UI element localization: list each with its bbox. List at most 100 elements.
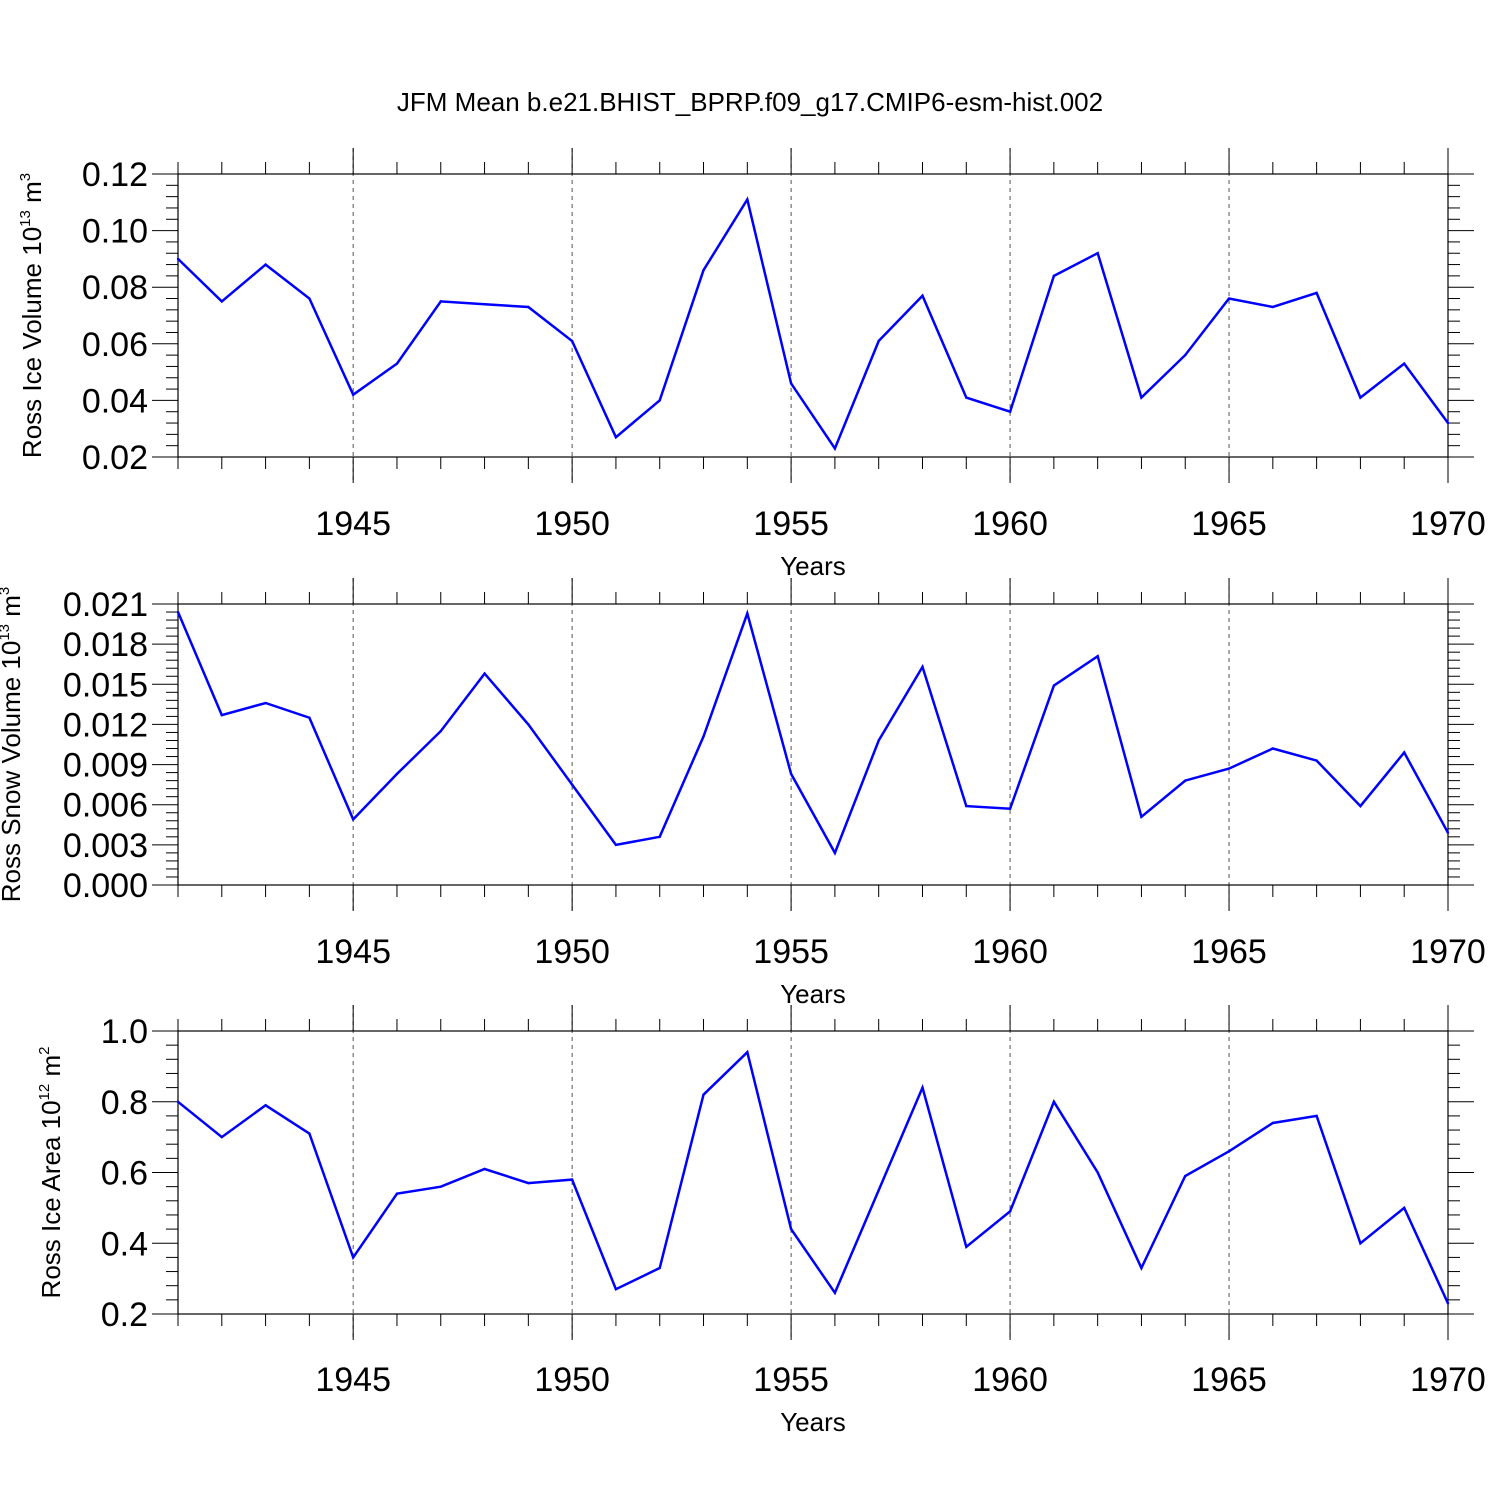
series-line-snow-volume — [176, 609, 1450, 856]
data-point — [877, 1188, 880, 1192]
y-axis-title-main: Ross Snow Volume 10 — [0, 641, 26, 903]
data-point — [1008, 807, 1012, 810]
plot-frame — [177, 173, 1449, 458]
data-point — [614, 1288, 618, 1291]
panel-ice-volume: 0.02 0.04 0.06 0.08 0.10 0.12 1945 1950 1955 1960… — [17, 148, 1486, 581]
data-point — [702, 735, 705, 738]
data-point — [1315, 759, 1318, 762]
data-point — [1359, 804, 1362, 808]
data-point — [264, 263, 267, 266]
x-axis-title: Years — [780, 551, 846, 581]
data-point — [439, 729, 442, 733]
x-tick-label: 1955 — [753, 933, 829, 971]
y-tick-label: 0.8 — [101, 1084, 148, 1122]
x-axis-title: Years — [780, 979, 846, 1009]
panel-snow-volume: 0.0000.0030.0060.0090.0120.0150.0180.021… — [0, 578, 1486, 1009]
data-point — [395, 772, 399, 776]
data-point — [395, 362, 399, 365]
y-tick-label: 0.4 — [101, 1225, 148, 1263]
y-axis-title-unit: m — [0, 595, 26, 624]
data-point — [220, 713, 223, 717]
y-axis-title: Ross Snow Volume 1013 m3 — [0, 587, 26, 903]
data-point — [833, 447, 837, 450]
data-point — [702, 269, 705, 272]
data-point — [1359, 396, 1362, 399]
y-axis-title: Ross Ice Volume 1013 m3 — [17, 173, 47, 458]
x-tick-label: 1950 — [534, 1361, 610, 1399]
y-axis-title-unit-exponent: 3 — [17, 173, 34, 181]
data-point — [702, 1093, 705, 1096]
x-tick-label: 1955 — [753, 505, 829, 543]
data-point — [570, 339, 574, 343]
data-point — [1403, 362, 1406, 365]
data-point — [570, 1178, 574, 1181]
data-point — [264, 1104, 267, 1107]
data-point — [877, 739, 880, 742]
x-tick-label: 1965 — [1191, 1361, 1267, 1399]
data-point — [1140, 815, 1143, 818]
data-point — [833, 1291, 837, 1294]
data-point — [308, 297, 311, 300]
data-point — [1140, 1266, 1143, 1270]
data-point — [308, 716, 311, 719]
y-axis-title-unit: m — [36, 1055, 66, 1084]
data-point — [264, 701, 267, 705]
y-axis-title-main: Ross Ice Area 10 — [36, 1100, 66, 1298]
data-point — [965, 1245, 968, 1248]
data-point — [527, 305, 530, 309]
data-point — [1446, 831, 1450, 835]
y-tick-label: 0.021 — [63, 586, 148, 624]
y-tick-label: 0.10 — [82, 213, 148, 251]
data-point — [176, 610, 180, 614]
y-tick-label: 0.12 — [82, 156, 148, 194]
x-tick-label: 1960 — [972, 1361, 1048, 1399]
y-tick-label: 0.6 — [101, 1155, 148, 1193]
data-point — [483, 302, 486, 306]
y-axis-title-exponent: 13 — [0, 624, 13, 641]
y-tick-label: 0.02 — [82, 439, 148, 477]
x-tick-label: 1945 — [315, 1361, 391, 1399]
data-point — [877, 339, 880, 343]
data-point — [1096, 1171, 1099, 1174]
data-point — [1184, 353, 1187, 357]
plot-frame — [177, 603, 1449, 886]
y-tick-label: 0.018 — [63, 626, 148, 664]
data-point — [1008, 1210, 1012, 1213]
x-axis-title: Years — [780, 1407, 846, 1437]
data-point — [439, 300, 442, 303]
data-point — [395, 1192, 399, 1195]
data-point — [1227, 767, 1231, 770]
x-tick-label: 1950 — [534, 505, 610, 543]
data-point — [1446, 1302, 1450, 1305]
data-point — [439, 1185, 442, 1188]
y-axis-title-main: Ross Ice Volume 10 — [17, 227, 47, 458]
series-line-ice-area — [177, 1049, 1450, 1304]
data-point — [1096, 252, 1099, 255]
data-point — [1227, 1150, 1231, 1153]
data-point — [1052, 274, 1056, 278]
data-point — [351, 818, 355, 821]
data-point — [1315, 291, 1318, 295]
data-point — [921, 1086, 924, 1089]
y-tick-label: 0.009 — [63, 747, 148, 785]
x-tick-label: 1945 — [315, 505, 391, 543]
y-tick-label: 0.2 — [101, 1296, 148, 1334]
data-point — [1271, 1121, 1275, 1125]
data-point — [614, 435, 618, 439]
data-point — [1403, 1206, 1406, 1210]
data-point — [1403, 751, 1406, 754]
data-point — [570, 783, 574, 786]
data-point — [1184, 1174, 1187, 1178]
y-tick-label: 0.04 — [82, 382, 148, 420]
x-tick-label: 1965 — [1191, 505, 1267, 543]
data-point — [527, 1181, 530, 1185]
data-point — [220, 1135, 223, 1139]
y-tick-label: 0.003 — [63, 827, 148, 865]
y-axis-title-unit: m — [17, 181, 47, 210]
x-tick-label: 1955 — [753, 1361, 829, 1399]
data-point — [965, 804, 968, 808]
y-axis-title: Ross Ice Area 1012 m2 — [36, 1047, 66, 1299]
data-point — [1184, 779, 1187, 782]
